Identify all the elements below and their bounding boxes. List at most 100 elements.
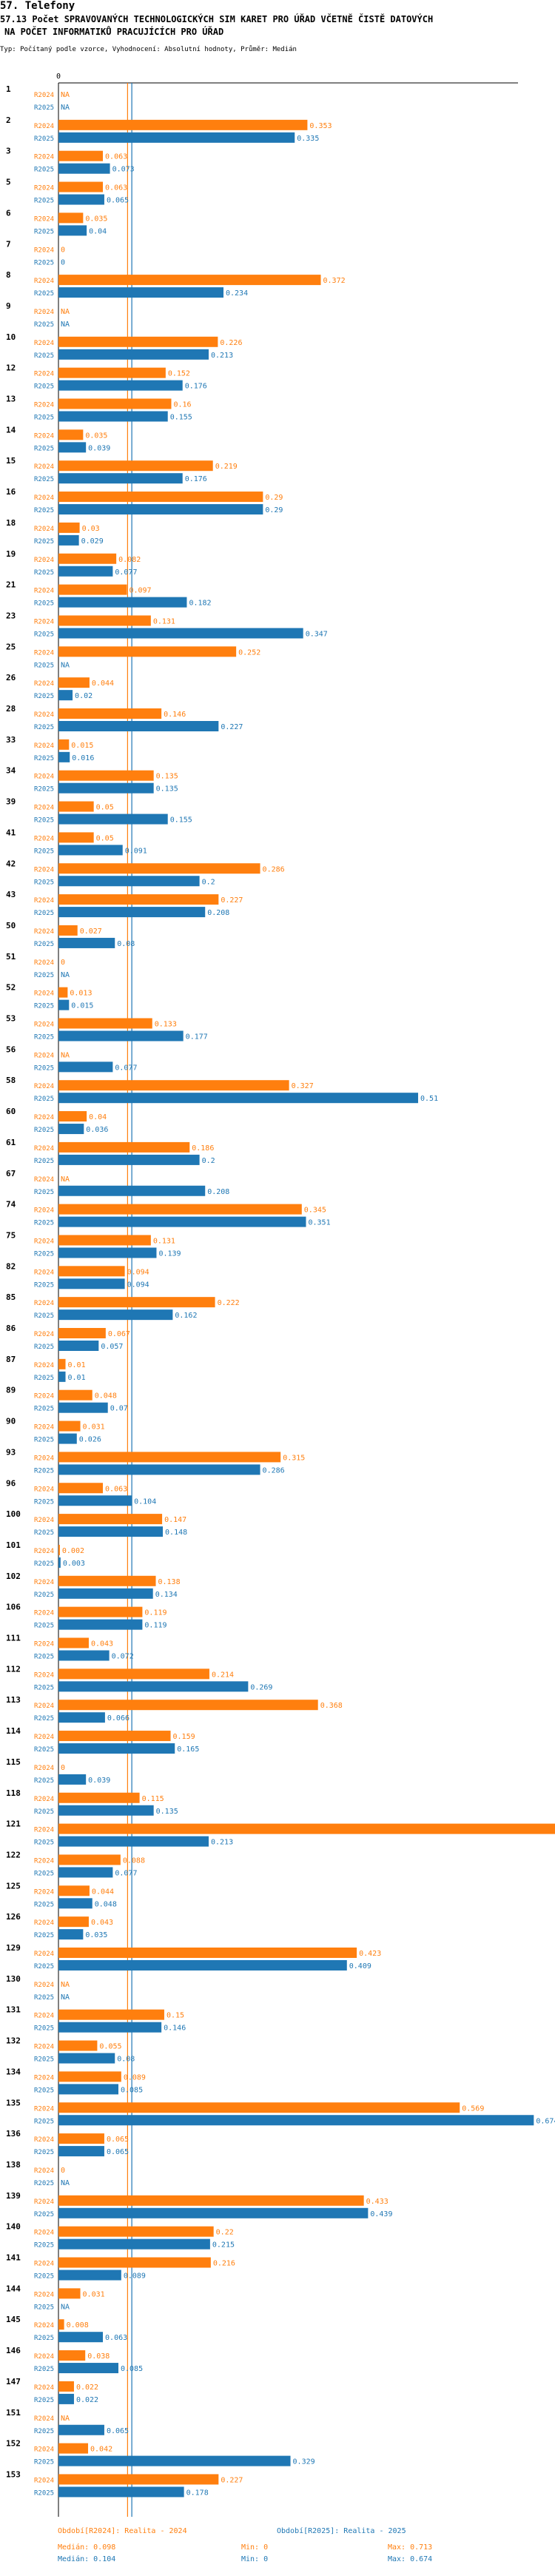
bar-r2025 [58, 1588, 153, 1599]
series-label-r2024: R2024 [34, 432, 54, 440]
bar-r2024 [58, 1792, 140, 1803]
series-label-r2024: R2024 [34, 123, 54, 130]
series-label-r2025: R2025 [34, 879, 54, 886]
series-label-r2025: R2025 [34, 1220, 54, 1227]
series-label-r2024: R2024 [34, 711, 54, 719]
value-label-r2025: 0.016 [72, 754, 94, 762]
category-label: 5 [6, 178, 11, 187]
series-label-r2025: R2025 [34, 1994, 54, 2002]
series-label-r2024: R2024 [34, 774, 54, 781]
value-label-r2024: 0.214 [212, 1671, 234, 1679]
category-label: 67 [6, 1169, 16, 1178]
series-label-r2024: R2024 [34, 1734, 54, 1741]
value-label-r2024: 0.146 [164, 711, 186, 719]
category-label: 26 [6, 673, 16, 682]
series-label-r2024: R2024 [34, 92, 54, 99]
bar-r2024 [58, 925, 78, 936]
series-label-r2024: R2024 [34, 1951, 54, 1958]
value-label-r2024: 0.002 [62, 1547, 84, 1555]
value-label-r2024: NA [61, 1051, 70, 1059]
bar-r2025 [58, 380, 183, 391]
series-label-r2025: R2025 [34, 104, 54, 112]
series-label-r2025: R2025 [34, 2180, 54, 2187]
series-label-r2025: R2025 [34, 2118, 54, 2125]
value-label-r2025: 0.04 [89, 227, 107, 235]
bar-r2025 [58, 1557, 61, 1568]
series-label-r2025: R2025 [34, 135, 54, 143]
bar-r2024 [58, 2102, 460, 2113]
value-label-r2024: 0 [61, 2167, 65, 2175]
value-label-r2024: 0.065 [107, 2136, 129, 2144]
value-label-r2024: 0.372 [323, 277, 346, 285]
category-label: 61 [6, 1138, 16, 1147]
series-label-r2025: R2025 [34, 2273, 54, 2281]
category-label: 102 [6, 1572, 21, 1581]
value-label-r2025: 0.208 [207, 909, 229, 917]
value-label-r2024: 0.042 [90, 2446, 112, 2454]
series-label-r2025: R2025 [34, 786, 54, 794]
value-label-r2024: 0.008 [67, 2321, 89, 2330]
series-label-r2024: R2024 [34, 2291, 54, 2298]
series-label-r2024: R2024 [34, 309, 54, 316]
bar-r2024 [58, 2257, 211, 2268]
series-label-r2024: R2024 [34, 1022, 54, 1029]
value-label-r2024: 0.29 [265, 494, 283, 502]
value-label-r2024: 0.035 [85, 432, 107, 440]
section-title: 57. Telefony [0, 0, 75, 12]
value-label-r2025: 0.439 [370, 2210, 392, 2218]
series-label-r2024: R2024 [34, 1703, 54, 1710]
category-label: 141 [6, 2253, 21, 2263]
bar-r2025 [58, 1185, 206, 1196]
bar-r2025 [58, 814, 168, 825]
bar-r2024 [58, 615, 151, 626]
series-label-r2025: R2025 [34, 569, 54, 577]
series-label-r2024: R2024 [34, 340, 54, 347]
series-label-r2024: R2024 [34, 402, 54, 409]
series-label-r2024: R2024 [34, 1331, 54, 1338]
category-label: 25 [6, 642, 16, 651]
value-label-r2025: 0.269 [250, 1683, 272, 1691]
value-label-r2024: NA [61, 91, 70, 99]
value-label-r2025: 0.089 [124, 2273, 146, 2281]
series-label-r2025: R2025 [34, 1870, 54, 1877]
value-label-r2025: 0.165 [177, 1745, 199, 1754]
series-label-r2025: R2025 [34, 1746, 54, 1754]
category-label: 96 [6, 1478, 16, 1488]
value-label-r2024: 0.368 [320, 1702, 343, 1710]
series-label-r2025: R2025 [34, 167, 54, 174]
category-label: 34 [6, 766, 16, 776]
bar-r2025 [58, 1526, 164, 1537]
series-label-r2024: R2024 [34, 2477, 54, 2484]
bar-r2024 [58, 522, 80, 533]
bar-r2024 [58, 2226, 214, 2237]
series-label-r2024: R2024 [34, 185, 54, 192]
category-label: 28 [6, 704, 16, 714]
value-label-r2025: NA [61, 321, 70, 329]
bar-r2025 [58, 2270, 121, 2281]
series-label-r2024: R2024 [34, 215, 54, 223]
value-label-r2025: 0.022 [76, 2396, 98, 2404]
value-label-r2025: 0.213 [211, 1839, 233, 1847]
bar-r2024 [58, 398, 172, 409]
series-label-r2025: R2025 [34, 2366, 54, 2373]
bar-r2025 [58, 1898, 92, 1909]
category-label: 16 [6, 487, 16, 497]
value-label-r2025: 0.208 [207, 1188, 229, 1196]
value-label-r2024: 0 [61, 1764, 65, 1772]
value-label-r2024: 0.01 [68, 1361, 86, 1369]
bar-r2024 [58, 646, 237, 657]
legend-r2025-median: Medián: 0.104 [58, 2555, 116, 2563]
category-label: 140 [6, 2222, 21, 2232]
value-label-r2024: 0.013 [70, 990, 92, 998]
bar-r2024 [58, 181, 104, 192]
series-label-r2025: R2025 [34, 755, 54, 762]
value-label-r2024: 0.286 [263, 865, 285, 873]
category-label: 113 [6, 1695, 21, 1705]
bar-r2024 [58, 1297, 215, 1308]
value-label-r2024: 0.345 [304, 1207, 326, 1215]
value-label-r2024: 0.315 [283, 1454, 305, 1462]
category-label: 118 [6, 1788, 21, 1798]
series-label-r2025: R2025 [34, 1932, 54, 1939]
series-label-r2024: R2024 [34, 680, 54, 688]
category-label: 138 [6, 2160, 21, 2170]
